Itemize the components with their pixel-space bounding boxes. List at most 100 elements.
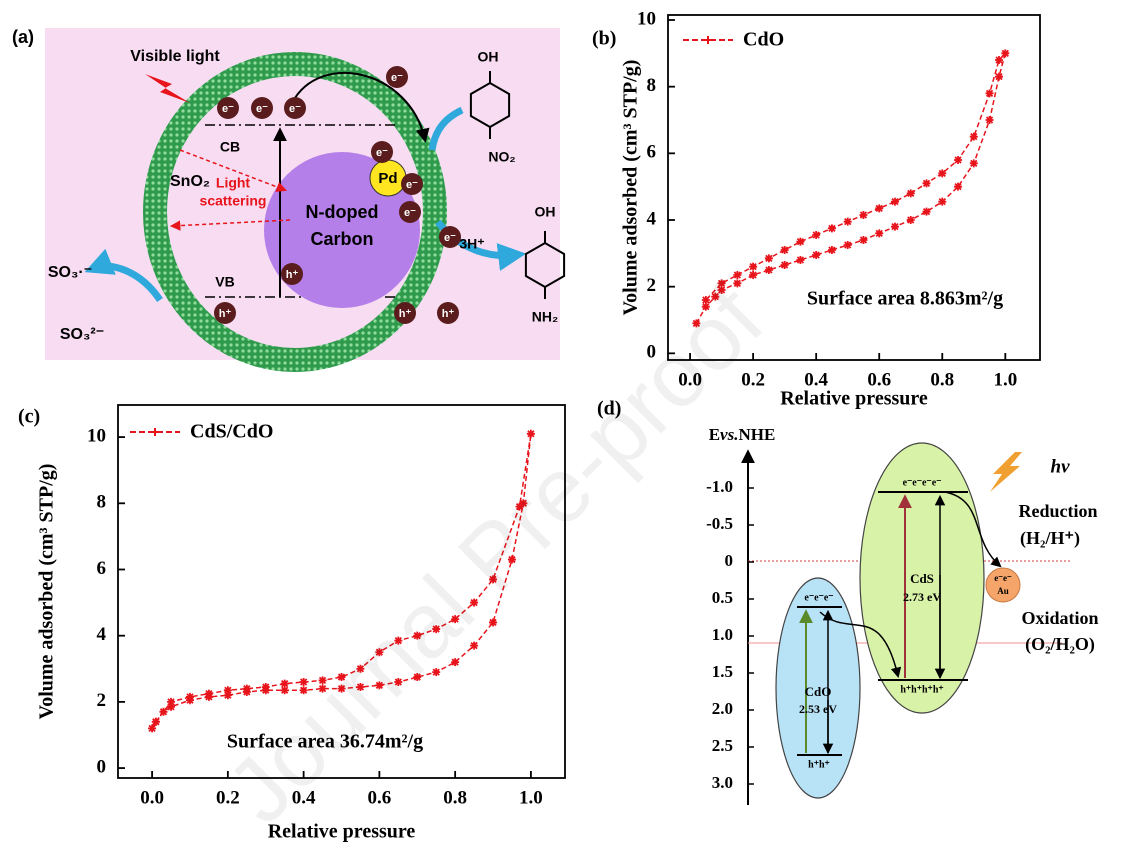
oxidation-label: Oxidation	[1021, 608, 1098, 628]
data-point	[954, 183, 962, 191]
data-point	[891, 223, 899, 231]
axis-label-part: E	[709, 425, 720, 444]
annotation: Surface area 8.863m²/g	[807, 288, 1003, 310]
data-point	[938, 169, 946, 177]
cds-gap: 2.73 eV	[903, 590, 941, 604]
data-point	[891, 198, 899, 206]
core-label: N-doped	[306, 202, 379, 222]
y-tick-label: 2	[97, 690, 107, 711]
au-name: Au	[997, 586, 1009, 596]
y-tick-label: 0	[97, 756, 107, 777]
data-point	[186, 693, 194, 701]
cds-name: CdS	[910, 571, 934, 586]
x-axis-label: Relative pressure	[780, 388, 928, 410]
x-tick-label: 1.0	[993, 369, 1017, 390]
electron-label: e⁻	[444, 232, 456, 244]
data-point	[986, 116, 994, 124]
electron-label: e⁻	[289, 103, 301, 115]
electron-label: e⁻	[256, 103, 268, 115]
hydroxyl-label: OH	[535, 204, 556, 220]
data-point	[923, 208, 931, 216]
y-tick-label: 4	[647, 208, 657, 229]
data-point	[224, 686, 232, 694]
data-point	[923, 179, 931, 187]
data-point	[812, 231, 820, 239]
electron-label: e⁻	[404, 207, 416, 219]
data-point	[205, 690, 213, 698]
panel-label: (c)	[18, 406, 40, 428]
data-point	[875, 204, 883, 212]
data-point	[907, 189, 915, 197]
data-point	[875, 229, 883, 237]
cds-holes: h⁺h⁺h⁺h⁺	[900, 684, 943, 695]
axis-label-part: vs.	[720, 425, 738, 444]
data-point	[796, 256, 804, 264]
tick-label: 1.5	[712, 662, 733, 681]
data-point	[148, 724, 156, 732]
data-point	[781, 246, 789, 254]
data-point	[152, 718, 160, 726]
tick-label: 2.0	[712, 699, 733, 718]
data-point	[859, 236, 867, 244]
x-tick-label: 0.0	[140, 787, 164, 808]
panel-label: (a)	[12, 27, 34, 47]
y-tick-label: 10	[637, 8, 656, 29]
pd-label: Pd	[378, 170, 397, 187]
cdo-gap: 2.53 eV	[799, 702, 837, 716]
data-point	[243, 685, 251, 693]
data-point	[812, 251, 820, 259]
oxidation-couple: (O₂/H₂O)	[1025, 634, 1095, 655]
data-point	[765, 254, 773, 262]
x-tick-label: 0.8	[930, 369, 954, 390]
cds-electrons: e⁻e⁻e⁻e⁻	[903, 477, 942, 488]
cdo-name: CdO	[805, 684, 832, 699]
panel-d: (d) Evs.NHE hv Reduction (H₂/H⁺) Oxidati…	[597, 398, 1099, 805]
x-tick-label: 0.8	[443, 787, 467, 808]
tick-label: 0.5	[712, 588, 733, 607]
electron-label: e⁻	[222, 103, 234, 115]
data-point	[970, 159, 978, 167]
electron-label: e⁻	[391, 72, 403, 84]
data-point	[954, 156, 962, 164]
data-point	[995, 73, 1003, 81]
hydroxyl-label: OH	[478, 49, 499, 65]
tick-label: -1.0	[706, 477, 733, 496]
data-point	[733, 279, 741, 287]
shell-label: SnO₂	[170, 173, 210, 190]
core-label: Carbon	[311, 229, 374, 249]
hole-label: h⁺	[219, 308, 232, 320]
data-point	[828, 224, 836, 232]
reduction-label: Reduction	[1018, 501, 1097, 521]
data-point	[159, 708, 167, 716]
hole-label: h⁺	[399, 308, 412, 320]
data-point	[986, 89, 994, 97]
radical-label: SO₃·⁻	[48, 264, 92, 281]
data-point	[527, 430, 535, 438]
y-tick-label: 6	[97, 558, 107, 579]
legend-marker	[704, 36, 712, 44]
reduction-couple: (H₂/H⁺)	[1020, 528, 1080, 549]
data-point	[970, 133, 978, 141]
panel-label: (b)	[592, 28, 616, 50]
data-point	[1001, 49, 1009, 57]
y-tick-label: 2	[647, 275, 657, 296]
legend-marker	[151, 428, 159, 436]
data-point	[828, 246, 836, 254]
tick-label: -0.5	[706, 514, 733, 533]
hole-label: h⁺	[286, 269, 299, 281]
tick-label: 3.0	[712, 773, 733, 792]
y-tick-label: 8	[647, 75, 657, 96]
photon-label: hv	[1051, 456, 1071, 477]
data-point	[938, 198, 946, 206]
protons-label: 3H⁺	[459, 236, 484, 252]
data-point	[749, 271, 757, 279]
light-label: Visible light	[130, 48, 220, 65]
data-point	[844, 241, 852, 249]
vb-label: VB	[215, 274, 234, 290]
figure: (a) Pd CB VB N-doped Carbon SnO₂ Light s…	[0, 0, 1121, 847]
y-tick-label: 6	[647, 142, 657, 163]
axis-label-part: NHE	[738, 425, 775, 444]
data-point	[749, 263, 757, 271]
au-electrons: e⁻e⁻	[994, 573, 1012, 583]
legend-label: CdO	[743, 29, 784, 51]
